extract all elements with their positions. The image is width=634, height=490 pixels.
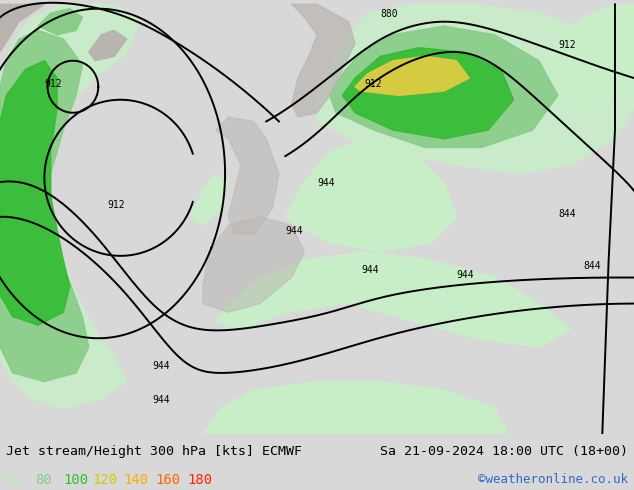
Text: 140: 140 xyxy=(124,473,149,487)
Polygon shape xyxy=(0,30,89,382)
Polygon shape xyxy=(342,48,514,139)
Text: Sa 21-09-2024 18:00 UTC (18+00): Sa 21-09-2024 18:00 UTC (18+00) xyxy=(380,445,628,458)
Text: 944: 944 xyxy=(152,361,170,370)
Polygon shape xyxy=(203,382,507,434)
Text: 944: 944 xyxy=(152,395,170,405)
Text: 844: 844 xyxy=(558,209,576,219)
Text: 944: 944 xyxy=(456,270,474,279)
Text: 180: 180 xyxy=(187,473,212,487)
Text: Jet stream/Height 300 hPa [kts] ECMWF: Jet stream/Height 300 hPa [kts] ECMWF xyxy=(6,445,302,458)
Text: 944: 944 xyxy=(361,265,379,275)
Text: 80: 80 xyxy=(35,473,51,487)
Polygon shape xyxy=(0,4,139,408)
Text: 944: 944 xyxy=(317,178,335,189)
Text: 100: 100 xyxy=(63,473,89,487)
Text: ©weatheronline.co.uk: ©weatheronline.co.uk xyxy=(477,473,628,487)
Polygon shape xyxy=(292,4,355,117)
Polygon shape xyxy=(89,30,127,61)
Text: 60: 60 xyxy=(6,473,23,487)
Polygon shape xyxy=(38,9,82,35)
Text: 944: 944 xyxy=(285,226,303,236)
Polygon shape xyxy=(216,251,571,347)
Polygon shape xyxy=(539,4,634,113)
Text: 880: 880 xyxy=(380,9,398,19)
Polygon shape xyxy=(0,4,44,52)
Polygon shape xyxy=(355,56,469,96)
Polygon shape xyxy=(190,173,228,225)
Text: 160: 160 xyxy=(155,473,181,487)
Polygon shape xyxy=(285,139,456,251)
Polygon shape xyxy=(0,61,70,325)
Text: 844: 844 xyxy=(583,261,601,271)
Polygon shape xyxy=(317,4,634,173)
Text: 120: 120 xyxy=(92,473,117,487)
Polygon shape xyxy=(330,26,558,147)
Text: 912: 912 xyxy=(365,79,382,89)
Text: 912: 912 xyxy=(44,79,62,89)
Text: 912: 912 xyxy=(108,200,126,210)
Polygon shape xyxy=(216,117,279,234)
Polygon shape xyxy=(203,217,304,312)
Text: 912: 912 xyxy=(558,40,576,49)
